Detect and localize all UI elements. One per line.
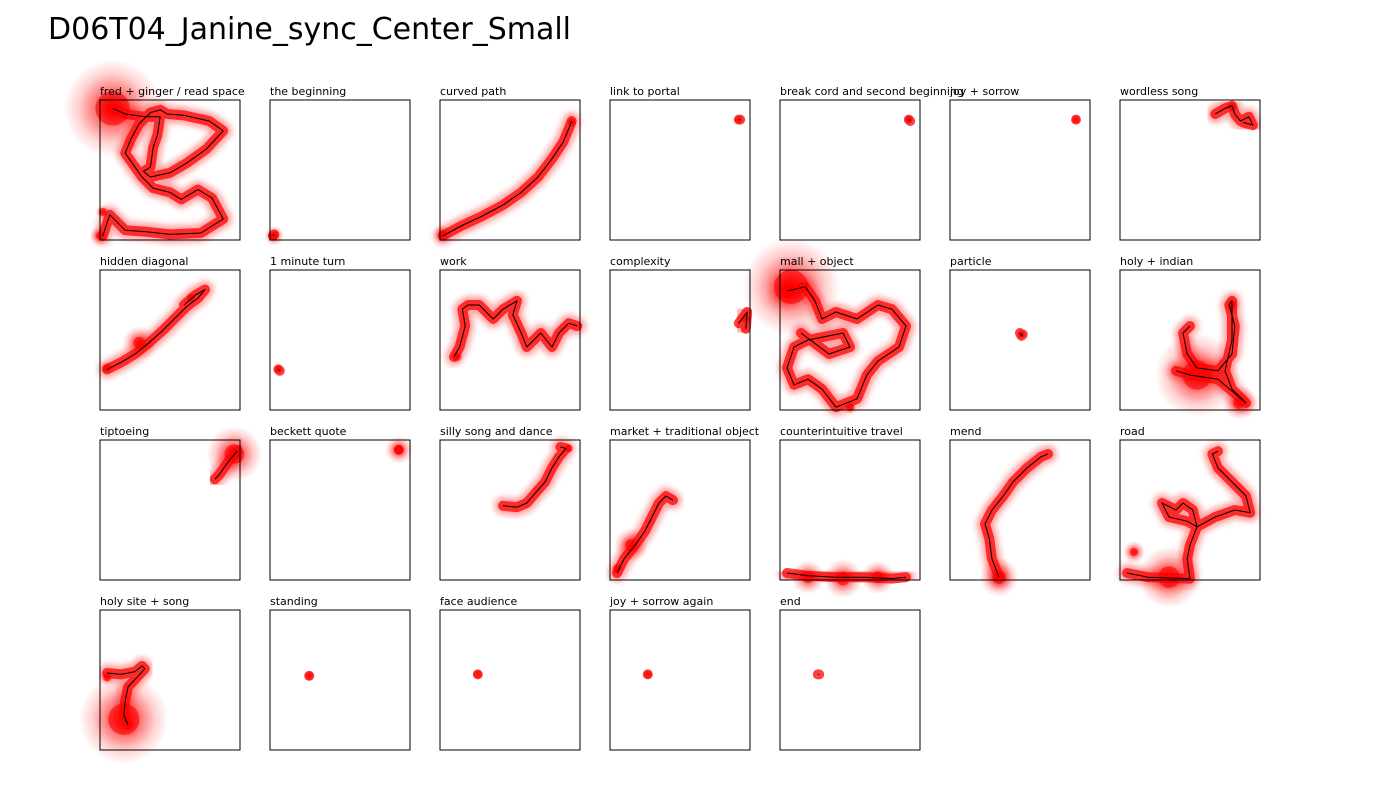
heat-blob-core [108,703,140,735]
movement-trace [786,572,907,580]
panel-title: counterintuitive travel [780,425,903,438]
heat-blob-core [438,230,447,239]
heat-blob-core [846,403,854,412]
panel-frame [949,99,1091,241]
panel-title: market + traditional object [610,425,760,438]
panel-title: joy + sorrow [949,85,1019,98]
heat-blob-core [1158,566,1180,588]
panel-frame [439,439,581,581]
movement-trace [442,120,573,237]
panel-title: mall + object [780,255,854,268]
panel-title: 1 minute turn [270,255,345,268]
panel-title: holy site + song [100,595,189,608]
movement-trace [1019,332,1024,337]
movement-trace [908,119,911,122]
panel-title: curved path [440,85,506,98]
movement-trace [278,369,281,372]
movement-trace [502,446,567,508]
panel-title: standing [270,595,318,608]
panel-frame [439,269,581,411]
movement-trace [1175,300,1247,404]
movement-trace [106,289,206,370]
movement-trace [106,665,146,726]
panel-frame [1119,439,1261,581]
panel-frame [949,269,1091,411]
panel-title: end [780,595,801,608]
page-title: D06T04_Janine_sync_Center_Small [48,12,572,47]
heat-blob-core [305,671,314,680]
panel-frame [609,439,751,581]
panel-title: face audience [440,595,517,608]
panel-frame [99,609,241,751]
panel-frame [1119,99,1261,241]
heat-blob-core [1233,397,1245,409]
panel-title: beckett quote [270,425,347,438]
panel-frame [439,609,581,751]
panel-title: break cord and second beginning [780,85,964,98]
movement-trace [214,450,238,480]
panel-title: fred + ginger / read space [100,85,245,98]
panel-title: holy + indian [1120,255,1193,268]
panel-title: particle [950,255,992,268]
panel-title: joy + sorrow again [609,595,713,608]
movement-trace [453,300,578,358]
movement-trace [102,107,224,236]
panel-title: the beginning [270,85,346,98]
heat-blob-core [625,539,637,551]
heat-trail [433,112,581,245]
movement-trace [1126,450,1251,580]
panel-title: link to portal [610,85,680,98]
panel-frame [99,269,241,411]
panel-title: mend [950,425,981,438]
panel-frame [779,99,921,241]
heat-blob-core [836,571,850,586]
heat-blob-core [270,231,279,240]
panel-frame [779,269,921,411]
panel-frame [949,439,1091,581]
heat-blob-core [473,670,482,679]
panel-title: wordless song [1120,85,1198,98]
movement-trace [786,286,907,408]
panel-title: road [1120,425,1145,438]
heat-blob-core [802,571,814,584]
panel-title: complexity [610,255,671,268]
panel-frame [609,99,751,241]
panel-title: hidden diagonal [100,255,189,268]
movement-trace [616,495,674,574]
heat-blob-core [1017,330,1026,339]
heat-blob-core [103,364,111,372]
panel-frame [269,99,411,241]
movement-trace [272,234,275,237]
movement-trace [738,311,748,329]
panel-frame [99,99,241,241]
panel-frame [779,439,921,581]
panel-frame [439,99,581,241]
heat-blob-core [613,564,621,573]
movement-trace [984,453,1049,578]
panel-frame [269,609,411,751]
heat-blob-core [103,673,111,682]
heat-blob-core [133,336,146,349]
heat-blob-core [1130,548,1138,556]
panel-frame [609,609,751,751]
panel-frame [779,609,921,751]
panel-frame [99,439,241,581]
panel-frame [269,439,411,581]
panel-frame [269,269,411,411]
heat-blob-core [1072,115,1080,124]
heat-blob-core [564,444,573,453]
heat-blob-core [741,315,750,323]
heat-blob-core [643,670,652,679]
heat-blob-core [1182,360,1212,390]
panel-title: tiptoeing [100,425,149,438]
panel-frame [609,269,751,411]
heat-blob-core [393,444,404,455]
panel-title: work [440,255,467,268]
panel-frame [1119,269,1261,411]
panel-title: silly song and dance [440,425,553,438]
heat-blob-core [98,208,107,216]
movement-trace [1214,105,1254,126]
